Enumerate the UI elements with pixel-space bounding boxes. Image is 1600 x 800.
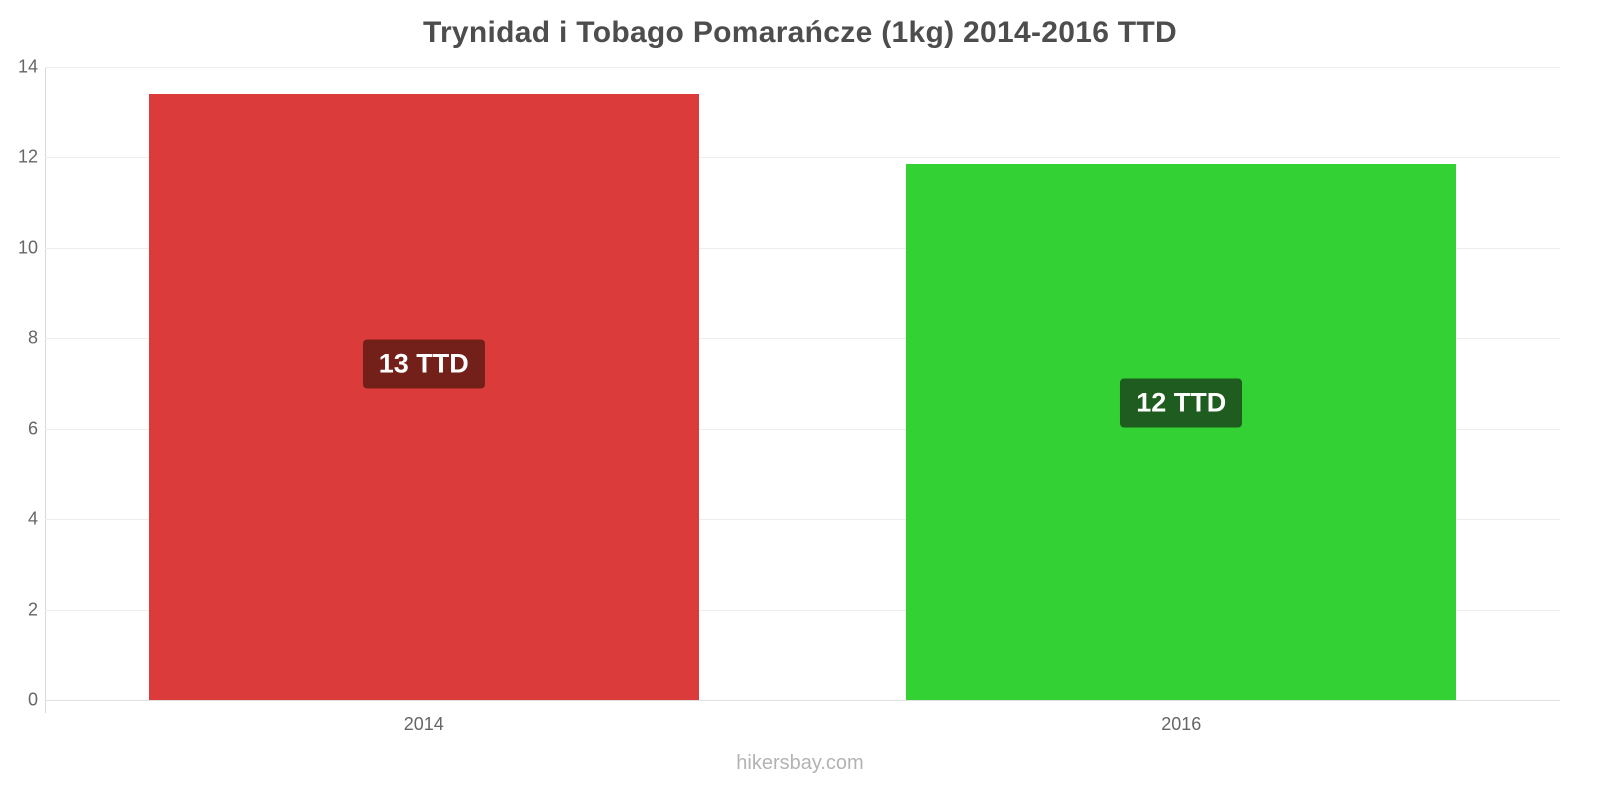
- y-tick-label: 10: [17, 237, 38, 258]
- y-tick-label: 14: [17, 56, 38, 77]
- bar-2016[interactable]: 12 TTD: [906, 164, 1457, 700]
- footer-link[interactable]: hikersbay.com: [736, 752, 864, 774]
- y-tick-label: 2: [27, 599, 38, 620]
- gridline: [45, 67, 1560, 68]
- y-axis: [45, 67, 46, 713]
- x-tick-label: 2014: [403, 714, 444, 734]
- gridline: [45, 700, 1560, 701]
- y-tick-label: 0: [27, 689, 38, 710]
- gridline: [45, 609, 1560, 611]
- plot-area: 13 TTD 12 TTD: [45, 67, 1560, 701]
- gridline: [45, 428, 1560, 430]
- x-tick-label: 2016: [1161, 714, 1202, 734]
- y-tick-label: 8: [27, 327, 38, 348]
- gridline: [45, 247, 1560, 249]
- y-tick-label: 6: [27, 418, 38, 439]
- gridline: [45, 157, 1560, 159]
- gridline: [45, 338, 1560, 340]
- chart-title: Trynidad i Tobago Pomarańcze (1kg) 2014-…: [422, 16, 1178, 49]
- bar-value-label: 13 TTD: [362, 339, 485, 389]
- gridline: [45, 519, 1560, 521]
- y-tick-label: 12: [17, 146, 38, 167]
- bar-value-label: 12 TTD: [1120, 378, 1243, 428]
- y-tick-label: 4: [27, 508, 38, 529]
- bar-2014[interactable]: 13 TTD: [148, 94, 699, 700]
